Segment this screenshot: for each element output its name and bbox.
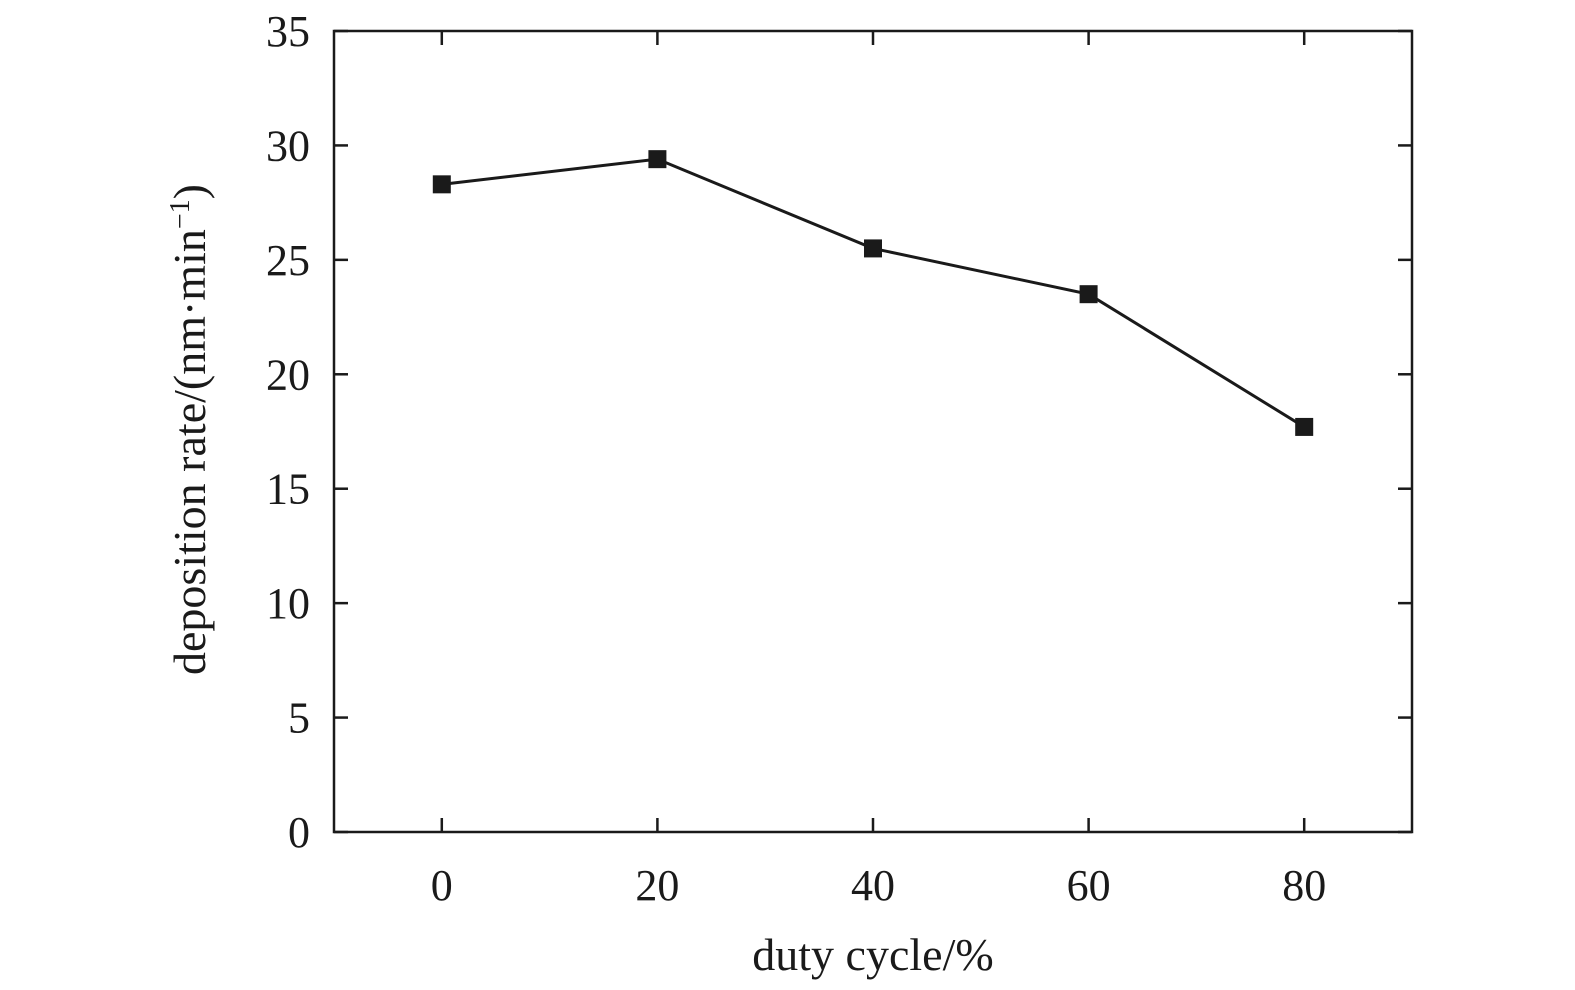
y-tick-label-4: 20: [266, 350, 310, 399]
y-tick-label-2: 10: [266, 579, 310, 628]
x-tick-label-3: 60: [1067, 861, 1111, 910]
data-point-0-3: [1079, 285, 1098, 304]
data-point-0-4: [1295, 417, 1314, 436]
x-tick-label-2: 40: [851, 861, 895, 910]
x-axis-title: duty cycle/%: [752, 929, 993, 980]
y-tick-label-3: 15: [266, 465, 310, 514]
y-axis-title-close: ): [164, 184, 215, 199]
y-tick-label-7: 35: [266, 7, 310, 56]
plot-frame: [332, 29, 1414, 834]
y-tick-label-1: 5: [288, 694, 310, 743]
y-tick-label-5: 25: [266, 236, 310, 285]
axis-ticks: [334, 29, 1412, 834]
data-point-0-0: [432, 175, 451, 194]
y-axis-title-superscript: −1: [165, 199, 196, 229]
y-axis-title-main: deposition rate/(nm·min: [164, 229, 215, 675]
y-tick-label-0: 0: [288, 808, 310, 857]
y-tick-label-6: 30: [266, 121, 310, 170]
y-axis-title: deposition rate/(nm·min−1): [164, 184, 215, 675]
x-tick-label-1: 20: [635, 861, 679, 910]
x-tick-label-0: 0: [431, 861, 453, 910]
series-layer: [432, 150, 1314, 436]
axis-tick-labels: 0 5 10 15 20 25 30 35 0 20 40 60 80: [266, 7, 1326, 910]
data-point-0-2: [864, 239, 882, 258]
series-line-0: [441, 157, 1305, 429]
x-tick-label-4: 80: [1282, 861, 1326, 910]
data-point-0-1: [648, 150, 667, 169]
